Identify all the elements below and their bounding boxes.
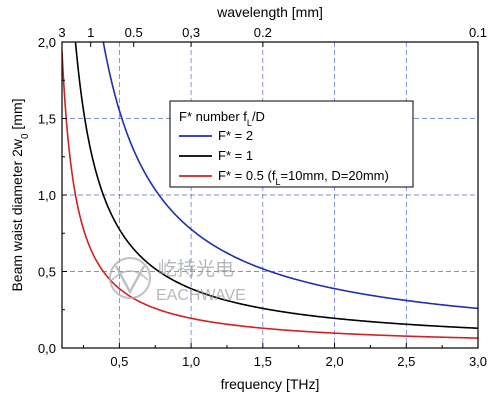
x-axis-title: frequency [THz] (221, 376, 320, 392)
legend: F* number fL/D F* = 2 F* = 1 F* = 0.5 (fL=… (169, 100, 414, 188)
series-line (74, 42, 478, 330)
x-tick-label: 0,5 (110, 354, 128, 369)
legend-label: F* = 2 (218, 128, 253, 143)
ticks (61, 41, 479, 349)
legend-items: F* = 2 F* = 1 F* = 0.5 (fL=10mm, D=20mm) (179, 128, 389, 187)
legend-label: F* = 1 (218, 148, 253, 163)
x2-tick-label: 0.2 (254, 25, 272, 40)
y-tick-label: 1,0 (38, 188, 56, 203)
series-line (102, 42, 478, 310)
legend-box (169, 100, 414, 188)
x2-tick-label: 0.1 (469, 25, 487, 40)
x-tick-label: 2,0 (326, 354, 344, 369)
y-tick-label: 0,5 (38, 265, 56, 280)
x2-tick-label: 0.5 (125, 25, 143, 40)
x-tick-label: 3,0 (469, 354, 487, 369)
x2-tick-label: 0,3 (182, 25, 200, 40)
x2-tick-label: 1 (87, 25, 94, 40)
y-tick-label: 2,0 (38, 35, 56, 50)
watermark-en: EACHWAVE (156, 287, 246, 304)
legend-label: F* = 0.5 (fL=10mm, D=20mm) (218, 168, 389, 187)
x2-tick-label: 3 (58, 25, 65, 40)
eachwave-watermark: 屹持光电 EACHWAVE (109, 257, 246, 304)
x-tick-label: 1,0 (182, 354, 200, 369)
eachwave-logo-icon (109, 257, 151, 299)
y-tick-label: 1,5 (38, 112, 56, 127)
x-tick-label: 1,5 (254, 354, 272, 369)
y-tick-label: 0,0 (38, 341, 56, 356)
x2-axis-title: wavelength [mm] (216, 4, 323, 20)
watermark-cn: 屹持光电 (158, 258, 234, 280)
x-tick-label: 2,5 (397, 354, 415, 369)
legend-title: F* number fL/D (179, 109, 265, 128)
y-axis-title: Beam waist diameter 2w0 [mm] (9, 98, 31, 291)
tick-labels: 0,5 1,0 1,5 2,0 2,5 3,00,00,51,01,52,03 1 0.5 0,… (38, 25, 487, 369)
